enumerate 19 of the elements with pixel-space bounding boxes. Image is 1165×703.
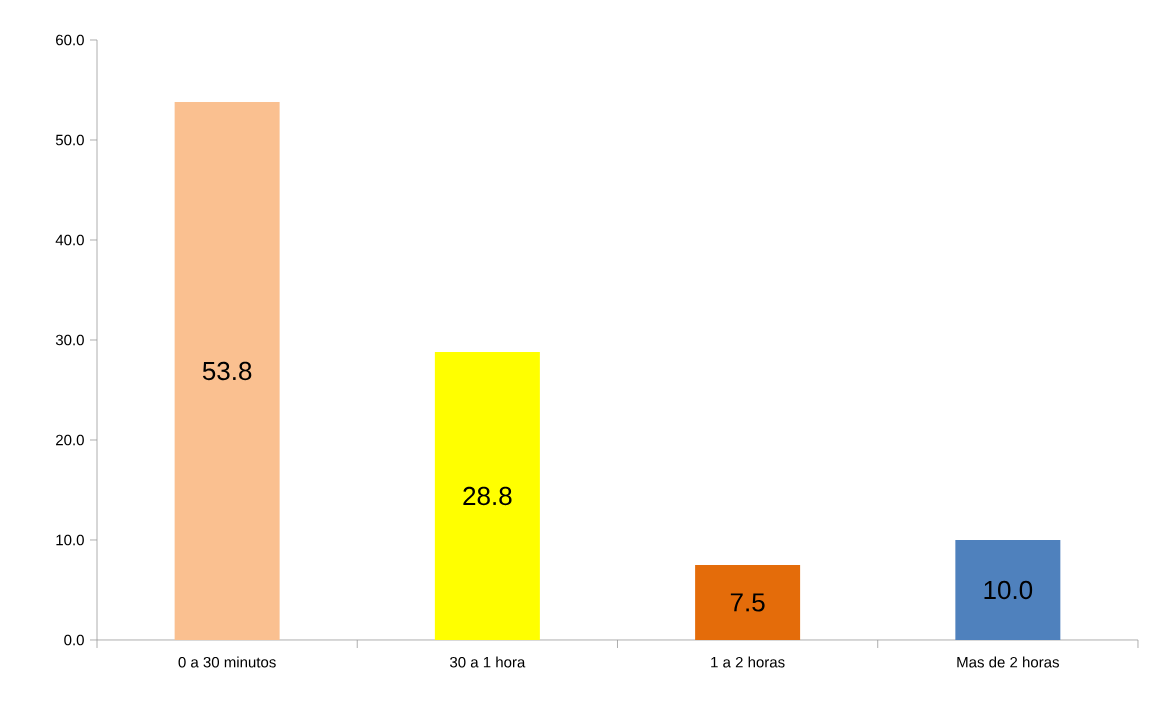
y-tick-label: 10.0 [56, 534, 84, 546]
y-tick-label: 0.0 [64, 634, 84, 646]
x-tick-label: 0 a 30 minutos [178, 656, 276, 668]
data-label: 28.8 [463, 486, 512, 506]
data-label: 10.0 [984, 580, 1033, 600]
y-tick-label: 50.0 [55, 134, 84, 146]
bar [955, 539, 1061, 640]
y-tick-label: 40.0 [55, 234, 84, 246]
bar [695, 564, 801, 640]
y-tick-label: 30.0 [55, 334, 84, 346]
bar [174, 101, 280, 640]
x-tick-label: 1 a 2 horas [711, 656, 785, 668]
y-tick-label: 60.0 [56, 34, 84, 46]
bar [434, 351, 540, 640]
x-tick-label: Mas de 2 horas [957, 656, 1059, 668]
data-label: 53.8 [202, 361, 252, 381]
x-tick-label: 30 a 1 hora [450, 656, 526, 668]
y-tick-label: 20.0 [56, 434, 84, 446]
data-label: 7.5 [730, 593, 765, 612]
